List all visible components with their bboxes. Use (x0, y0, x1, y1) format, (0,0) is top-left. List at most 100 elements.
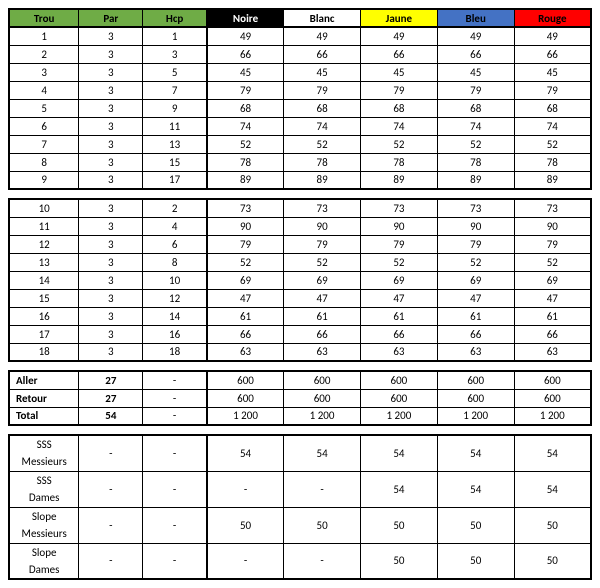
cell-rouge: 49 (514, 27, 591, 45)
cell-hcp: 9 (143, 99, 207, 117)
cell-hole: 17 (9, 325, 79, 343)
cell-rouge: 52 (514, 253, 591, 271)
cell-hcp: 16 (143, 325, 207, 343)
total-bleu: 600 (437, 371, 514, 389)
hole-row: 17 3 16 66 66 66 66 66 (9, 325, 591, 343)
cell-blanc: 52 (284, 253, 361, 271)
cell-blanc: 89 (284, 171, 361, 189)
cell-rouge: 73 (514, 199, 591, 217)
cell-jaune: 63 (360, 343, 437, 361)
cell-noire: 90 (207, 217, 284, 235)
col-par: Par (79, 9, 143, 27)
total-jaune: 1 200 (360, 407, 437, 425)
cell-noire: 68 (207, 99, 284, 117)
cell-rouge: 78 (514, 153, 591, 171)
cell-hcp: 2 (143, 199, 207, 217)
cell-blanc: 66 (284, 325, 361, 343)
total-label: Aller (9, 371, 79, 389)
cell-hole: 3 (9, 63, 79, 81)
cell-blanc: 63 (284, 343, 361, 361)
hole-row: 18 3 18 63 63 63 63 63 (9, 343, 591, 361)
cell-bleu: 79 (437, 81, 514, 99)
cell-par: 3 (79, 63, 143, 81)
rating-par: - (79, 507, 143, 543)
cell-bleu: 49 (437, 27, 514, 45)
cell-hcp: 14 (143, 307, 207, 325)
cell-noire: 61 (207, 307, 284, 325)
total-hcp: - (143, 407, 207, 425)
hole-row: 13 3 8 52 52 52 52 52 (9, 253, 591, 271)
total-label: Retour (9, 389, 79, 407)
cell-par: 3 (79, 307, 143, 325)
total-noire: 1 200 (207, 407, 284, 425)
cell-noire: 89 (207, 171, 284, 189)
col-trou: Trou (9, 9, 79, 27)
cell-blanc: 68 (284, 99, 361, 117)
hole-row: 10 3 2 73 73 73 73 73 (9, 199, 591, 217)
total-rouge: 600 (514, 371, 591, 389)
hole-row: 1 3 1 49 49 49 49 49 (9, 27, 591, 45)
cell-hcp: 12 (143, 289, 207, 307)
cell-jaune: 45 (360, 63, 437, 81)
rating-noire: - (207, 543, 284, 579)
cell-bleu: 52 (437, 253, 514, 271)
cell-hcp: 6 (143, 235, 207, 253)
cell-hcp: 3 (143, 45, 207, 63)
cell-hcp: 7 (143, 81, 207, 99)
cell-hole: 14 (9, 271, 79, 289)
rating-jaune: 50 (360, 507, 437, 543)
cell-hole: 6 (9, 117, 79, 135)
rating-blanc: - (284, 471, 361, 507)
cell-par: 3 (79, 253, 143, 271)
hole-row: 6 3 11 74 74 74 74 74 (9, 117, 591, 135)
total-par: 27 (79, 371, 143, 389)
rating-blanc: - (284, 543, 361, 579)
cell-hcp: 5 (143, 63, 207, 81)
cell-jaune: 61 (360, 307, 437, 325)
total-jaune: 600 (360, 371, 437, 389)
cell-noire: 49 (207, 27, 284, 45)
cell-jaune: 49 (360, 27, 437, 45)
cell-par: 3 (79, 99, 143, 117)
col-rouge: Rouge (514, 9, 591, 27)
cell-bleu: 90 (437, 217, 514, 235)
cell-par: 3 (79, 171, 143, 189)
cell-bleu: 74 (437, 117, 514, 135)
cell-rouge: 45 (514, 63, 591, 81)
col-jaune: Jaune (360, 9, 437, 27)
total-bleu: 600 (437, 389, 514, 407)
cell-hole: 18 (9, 343, 79, 361)
cell-par: 3 (79, 135, 143, 153)
cell-hole: 7 (9, 135, 79, 153)
cell-blanc: 74 (284, 117, 361, 135)
cell-noire: 79 (207, 235, 284, 253)
total-blanc: 1 200 (284, 407, 361, 425)
cell-hcp: 15 (143, 153, 207, 171)
hole-row: 9 3 17 89 89 89 89 89 (9, 171, 591, 189)
total-row: Retour 27 - 600 600 600 600 600 (9, 389, 591, 407)
cell-rouge: 52 (514, 135, 591, 153)
cell-noire: 79 (207, 81, 284, 99)
cell-rouge: 90 (514, 217, 591, 235)
cell-rouge: 69 (514, 271, 591, 289)
hole-row: 11 3 4 90 90 90 90 90 (9, 217, 591, 235)
cell-bleu: 68 (437, 99, 514, 117)
cell-rouge: 61 (514, 307, 591, 325)
cell-jaune: 79 (360, 81, 437, 99)
cell-bleu: 66 (437, 45, 514, 63)
rating-noire: - (207, 471, 284, 507)
cell-noire: 52 (207, 135, 284, 153)
cell-hcp: 10 (143, 271, 207, 289)
cell-hole: 5 (9, 99, 79, 117)
hole-row: 2 3 3 66 66 66 66 66 (9, 45, 591, 63)
cell-blanc: 66 (284, 45, 361, 63)
total-par: 54 (79, 407, 143, 425)
cell-noire: 45 (207, 63, 284, 81)
hole-row: 5 3 9 68 68 68 68 68 (9, 99, 591, 117)
cell-hole: 16 (9, 307, 79, 325)
col-noire: Noire (207, 9, 284, 27)
cell-par: 3 (79, 325, 143, 343)
col-blanc: Blanc (284, 9, 361, 27)
cell-blanc: 49 (284, 27, 361, 45)
total-noire: 600 (207, 389, 284, 407)
